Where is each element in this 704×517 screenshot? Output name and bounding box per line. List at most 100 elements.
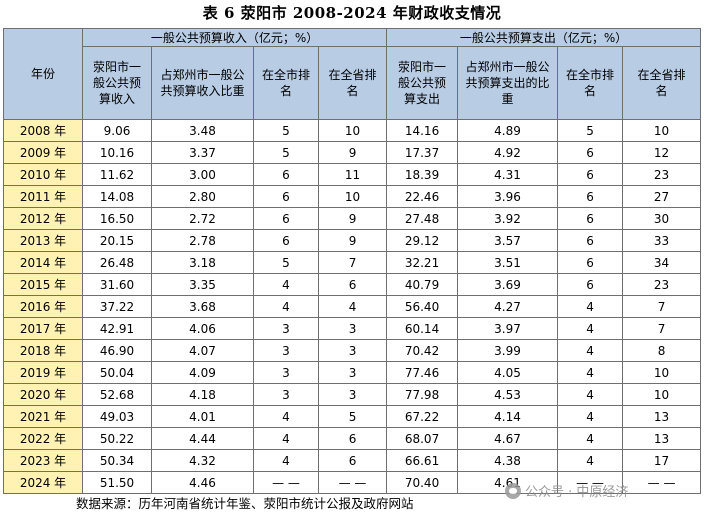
cell-expense-city-rank: 6 bbox=[557, 229, 624, 252]
cell-year: 2015 年 bbox=[3, 273, 83, 296]
cell-income-amount: 14.08 bbox=[82, 185, 152, 208]
cell-expense-city-rank: 6 bbox=[557, 141, 624, 164]
cell-expense-share: 4.31 bbox=[457, 163, 559, 186]
cell-expense-amount: 67.22 bbox=[386, 405, 459, 428]
cell-expense-province-rank: 10 bbox=[622, 119, 702, 142]
cell-expense-amount: 77.46 bbox=[386, 361, 459, 384]
table-row: 2015 年 31.60 3.35 4 6 40.79 3.69 6 23 bbox=[3, 273, 702, 296]
cell-expense-province-rank: 23 bbox=[622, 163, 702, 186]
cell-income-amount: 16.50 bbox=[82, 207, 152, 230]
cell-income-province-rank: 5 bbox=[317, 405, 388, 428]
header-income-province-rank: 在全省排名 bbox=[317, 46, 388, 120]
cell-income-province-rank: 9 bbox=[317, 141, 388, 164]
cell-year: 2020 年 bbox=[3, 383, 83, 406]
cell-expense-share: 3.97 bbox=[457, 317, 559, 340]
cell-income-city-rank: 4 bbox=[253, 295, 319, 318]
cell-income-city-rank: 6 bbox=[253, 207, 319, 230]
cell-expense-province-rank: 27 bbox=[622, 185, 702, 208]
cell-income-amount: 10.16 bbox=[82, 141, 152, 164]
cell-expense-city-rank: 4 bbox=[557, 449, 624, 472]
cell-year: 2011 年 bbox=[3, 185, 83, 208]
cell-income-city-rank: 3 bbox=[253, 383, 319, 406]
cell-expense-city-rank: — — bbox=[557, 471, 624, 494]
table-row: 2019 年 50.04 4.09 3 3 77.46 4.05 4 10 bbox=[3, 361, 702, 384]
cell-income-city-rank: 4 bbox=[253, 273, 319, 296]
cell-income-city-rank: 4 bbox=[253, 427, 319, 450]
cell-expense-amount: 22.46 bbox=[386, 185, 459, 208]
table-row: 2010 年 11.62 3.00 6 11 18.39 4.31 6 23 bbox=[3, 163, 702, 186]
cell-expense-city-rank: 4 bbox=[557, 339, 624, 362]
cell-expense-share: 3.96 bbox=[457, 185, 559, 208]
cell-expense-share: 4.05 bbox=[457, 361, 559, 384]
cell-expense-city-rank: 6 bbox=[557, 185, 624, 208]
cell-expense-province-rank: 10 bbox=[622, 383, 702, 406]
cell-income-share: 2.80 bbox=[151, 185, 254, 208]
cell-income-share: 4.32 bbox=[151, 449, 254, 472]
cell-income-province-rank: 6 bbox=[317, 449, 388, 472]
cell-income-share: 4.44 bbox=[151, 427, 254, 450]
cell-expense-province-rank: 33 bbox=[622, 229, 702, 252]
cell-income-city-rank: 6 bbox=[253, 163, 319, 186]
table-title: 表 6 荥阳市 2008-2024 年财政收支情况 bbox=[202, 4, 502, 22]
cell-income-province-rank: 3 bbox=[317, 317, 388, 340]
cell-income-province-rank: 6 bbox=[317, 427, 388, 450]
cell-expense-city-rank: 6 bbox=[557, 273, 624, 296]
cell-income-share: 4.07 bbox=[151, 339, 254, 362]
cell-income-share: 3.68 bbox=[151, 295, 254, 318]
cell-income-share: 4.09 bbox=[151, 361, 254, 384]
cell-income-share: 4.18 bbox=[151, 383, 254, 406]
cell-income-share: 3.18 bbox=[151, 251, 254, 274]
cell-year: 2008 年 bbox=[3, 119, 83, 142]
cell-income-amount: 20.15 bbox=[82, 229, 152, 252]
cell-income-amount: 42.91 bbox=[82, 317, 152, 340]
cell-income-amount: 49.03 bbox=[82, 405, 152, 428]
cell-expense-share: 3.69 bbox=[457, 273, 559, 296]
cell-income-city-rank: 6 bbox=[253, 185, 319, 208]
cell-income-amount: 52.68 bbox=[82, 383, 152, 406]
cell-expense-city-rank: 4 bbox=[557, 405, 624, 428]
cell-expense-city-rank: 4 bbox=[557, 427, 624, 450]
finance-table: 年份 一般公共预算收入（亿元；%） 一般公共预算支出（亿元；%） 荥阳市一般公共… bbox=[3, 28, 702, 494]
cell-income-share: 2.72 bbox=[151, 207, 254, 230]
cell-expense-share: 4.89 bbox=[457, 119, 559, 142]
data-source-note: 数据来源：历年河南省统计年鉴、荥阳市统计公报及政府网站 bbox=[76, 496, 414, 511]
cell-expense-amount: 32.21 bbox=[386, 251, 459, 274]
cell-income-city-rank: 4 bbox=[253, 449, 319, 472]
cell-year: 2023 年 bbox=[3, 449, 83, 472]
cell-income-province-rank: 9 bbox=[317, 207, 388, 230]
cell-income-city-rank: 6 bbox=[253, 229, 319, 252]
header-expense-amount: 荥阳市一般公共预算支出 bbox=[386, 46, 459, 120]
cell-expense-amount: 56.40 bbox=[386, 295, 459, 318]
cell-income-province-rank: 9 bbox=[317, 229, 388, 252]
header-expense-group: 一般公共预算支出（亿元；%） bbox=[386, 28, 702, 47]
cell-expense-share: 4.92 bbox=[457, 141, 559, 164]
cell-expense-amount: 18.39 bbox=[386, 163, 459, 186]
cell-income-province-rank: — — bbox=[317, 471, 388, 494]
cell-income-amount: 26.48 bbox=[82, 251, 152, 274]
cell-expense-amount: 70.42 bbox=[386, 339, 459, 362]
cell-expense-amount: 60.14 bbox=[386, 317, 459, 340]
header-expense-city-rank: 在全市排名 bbox=[557, 46, 624, 120]
table-row: 2012 年 16.50 2.72 6 9 27.48 3.92 6 30 bbox=[3, 207, 702, 230]
table-row: 2022 年 50.22 4.44 4 6 68.07 4.67 4 13 bbox=[3, 427, 702, 450]
cell-year: 2009 年 bbox=[3, 141, 83, 164]
header-income-city-rank: 在全市排名 bbox=[253, 46, 319, 120]
cell-expense-amount: 14.16 bbox=[386, 119, 459, 142]
cell-expense-city-rank: 4 bbox=[557, 361, 624, 384]
cell-income-share: 4.01 bbox=[151, 405, 254, 428]
cell-income-amount: 51.50 bbox=[82, 471, 152, 494]
cell-expense-city-rank: 4 bbox=[557, 383, 624, 406]
table-row: 2020 年 52.68 4.18 3 3 77.98 4.53 4 10 bbox=[3, 383, 702, 406]
cell-income-province-rank: 10 bbox=[317, 185, 388, 208]
cell-expense-amount: 40.79 bbox=[386, 273, 459, 296]
cell-income-province-rank: 6 bbox=[317, 273, 388, 296]
cell-income-city-rank: 4 bbox=[253, 405, 319, 428]
cell-expense-share: 3.51 bbox=[457, 251, 559, 274]
cell-expense-amount: 68.07 bbox=[386, 427, 459, 450]
cell-expense-city-rank: 4 bbox=[557, 317, 624, 340]
cell-income-province-rank: 10 bbox=[317, 119, 388, 142]
cell-income-amount: 11.62 bbox=[82, 163, 152, 186]
cell-expense-province-rank: 8 bbox=[622, 339, 702, 362]
cell-year: 2017 年 bbox=[3, 317, 83, 340]
cell-year: 2024 年 bbox=[3, 471, 83, 494]
